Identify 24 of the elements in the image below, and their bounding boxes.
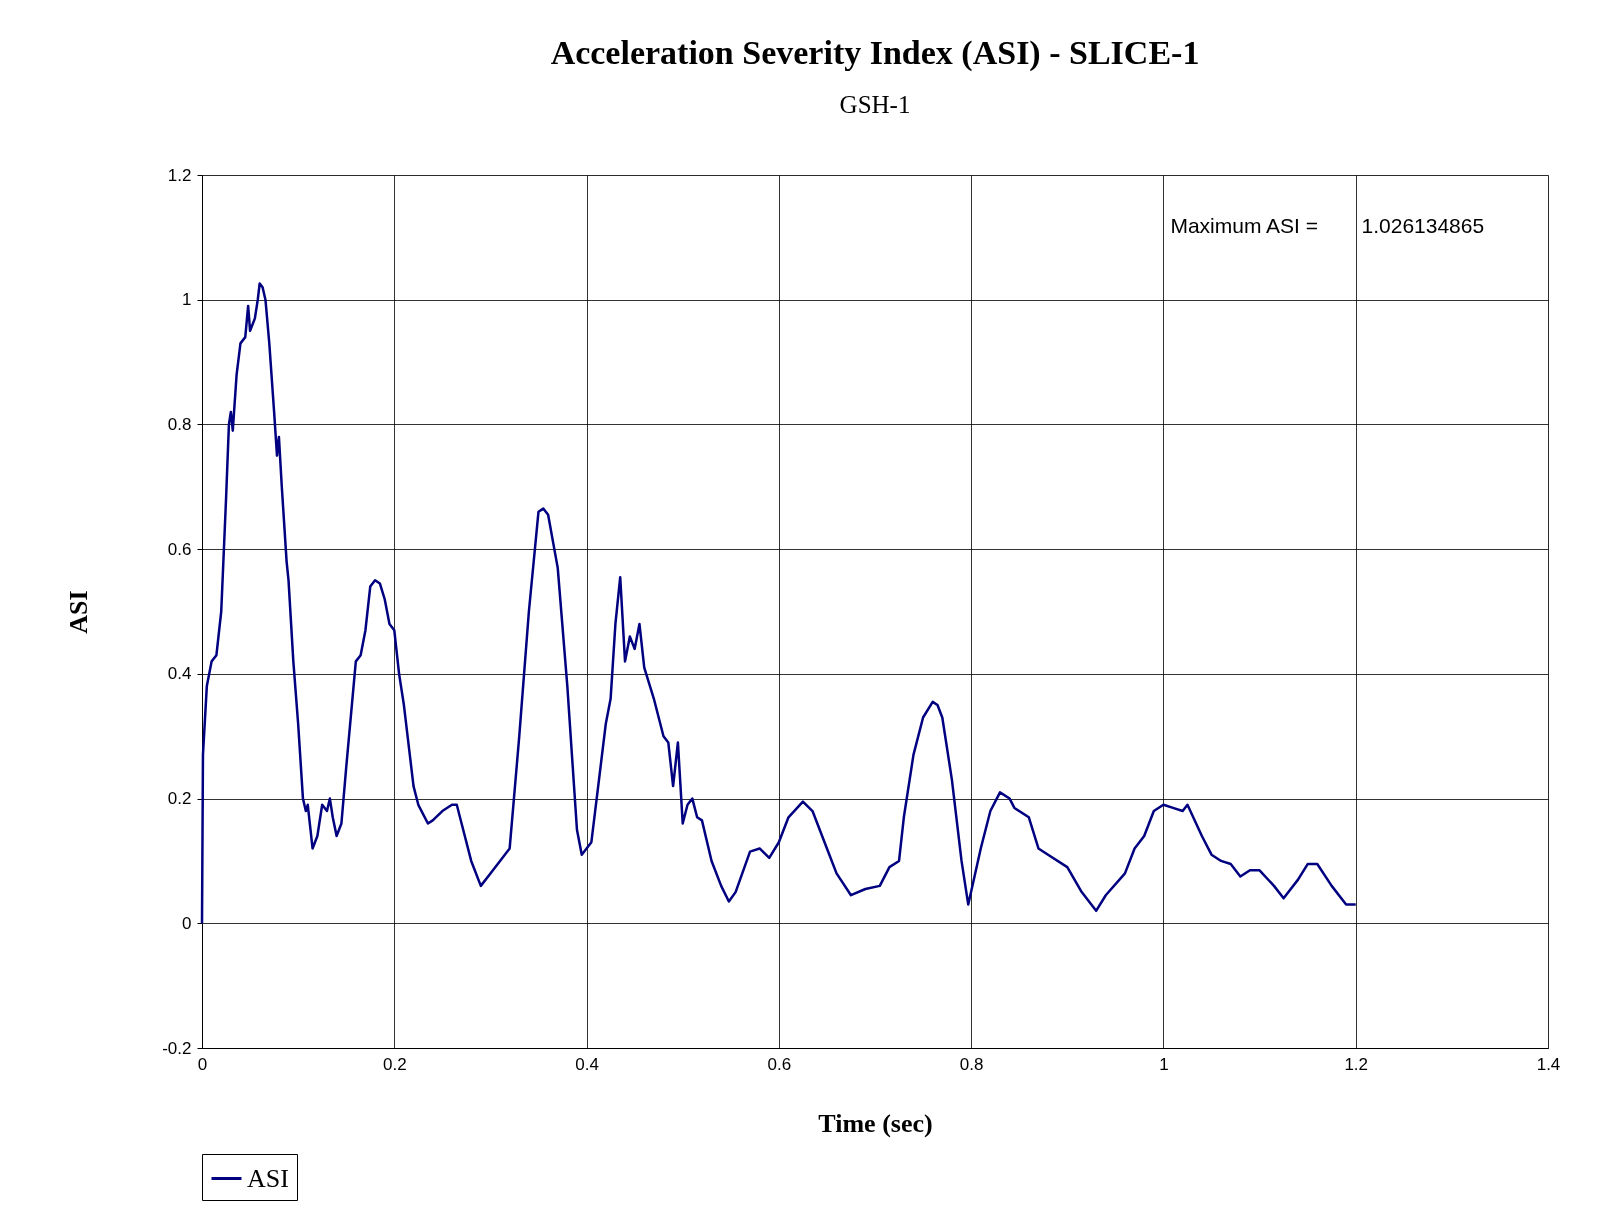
y-tick-label: 0.4 <box>167 664 192 684</box>
y-tick-label: 0 <box>182 913 192 933</box>
y-tick-label: 1 <box>182 290 192 310</box>
x-tick-label: 1.2 <box>1344 1054 1369 1074</box>
x-tick-label: 0.8 <box>959 1054 984 1074</box>
x-tick-label: 1 <box>1159 1054 1169 1074</box>
y-tick-label: 1.2 <box>167 165 192 185</box>
y-axis-title: ASI <box>64 590 94 634</box>
x-tick-label: 0 <box>197 1054 208 1074</box>
y-tick-label: 0.2 <box>167 789 192 809</box>
chart-title: Acceleration Severity Index (ASI) - SLICE-1 <box>550 34 1200 72</box>
y-tick-label: -0.2 <box>162 1038 192 1058</box>
legend-label: ASI <box>247 1163 289 1193</box>
chart-subtitle: GSH-1 <box>839 91 911 118</box>
annotation: 1.026134865 <box>1361 214 1485 238</box>
x-tick-label: 0.4 <box>575 1054 599 1074</box>
x-axis-title: Time (sec) <box>818 1108 933 1138</box>
x-tick-label: 1.4 <box>1536 1054 1561 1074</box>
annotation: Maximum ASI = <box>1170 214 1319 238</box>
x-tick-label: 0.6 <box>767 1054 792 1074</box>
x-tick-label: 0.2 <box>382 1054 407 1074</box>
y-tick-label: 0.6 <box>167 539 192 559</box>
y-tick-label: 0.8 <box>167 414 192 434</box>
line-series <box>200 282 1357 925</box>
